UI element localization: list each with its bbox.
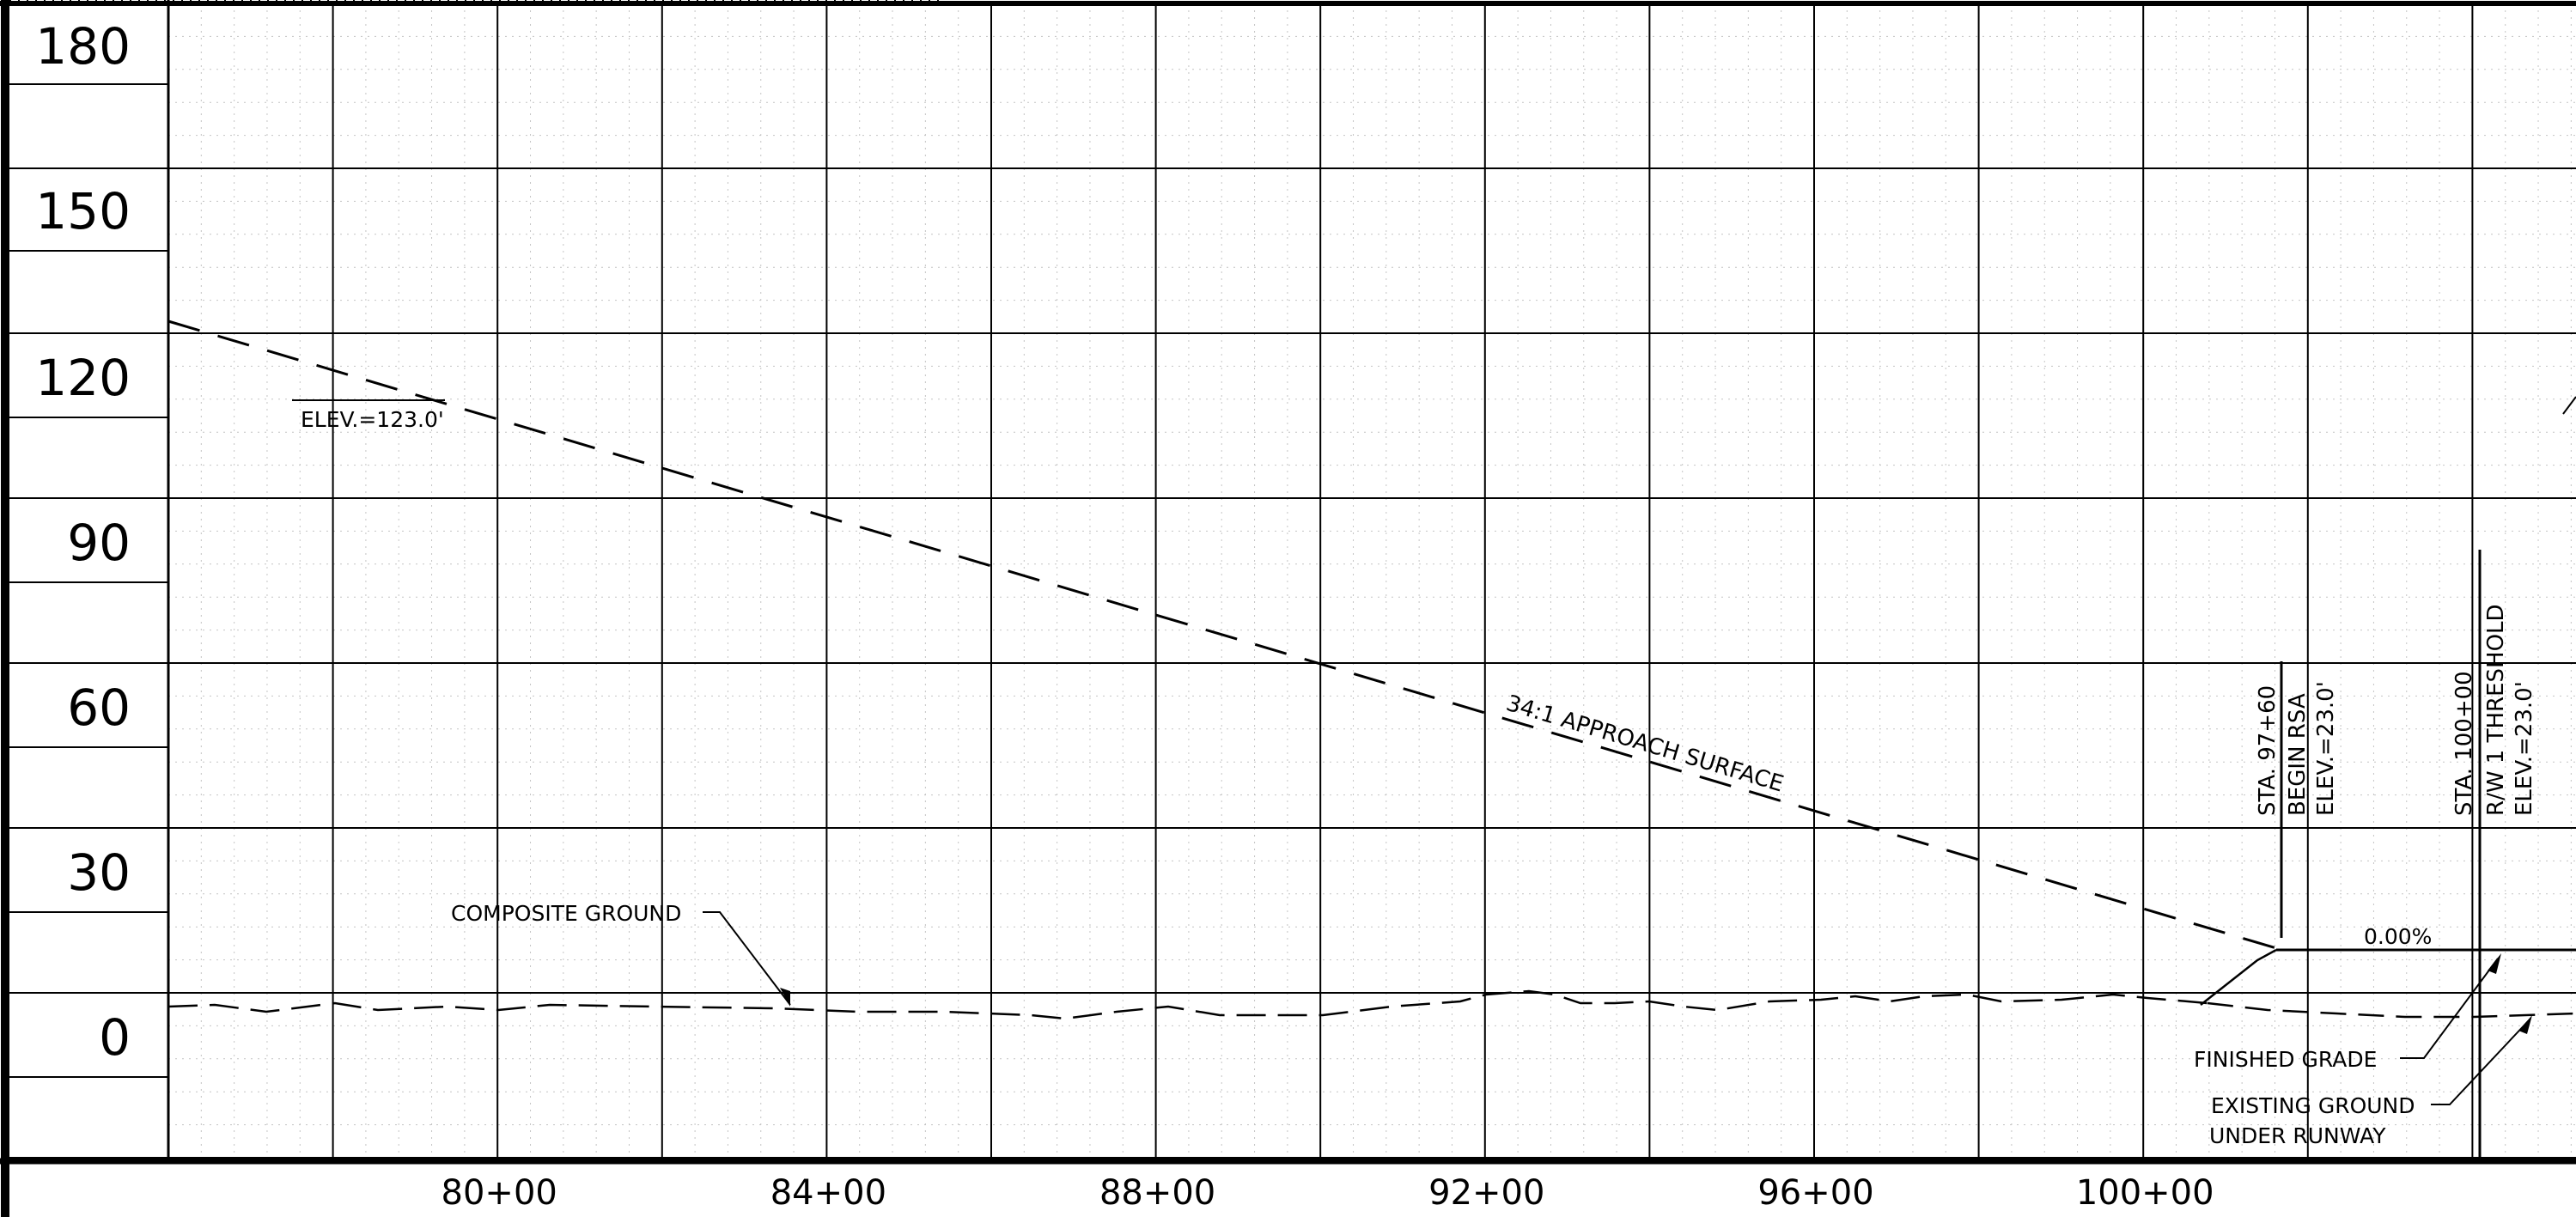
elevation-label: 90 [67, 514, 131, 572]
elev-top-label: ELEV.=123.0' [301, 407, 444, 432]
rsa-station-label: STA. 97+60 [2255, 685, 2281, 816]
finished-grade-label: FINISHED GRADE [2194, 1047, 2377, 1072]
finished-grade-leader [2400, 958, 2499, 1059]
rsa-elev-label: ELEV.=23.0' [2313, 681, 2339, 816]
major-grid [5, 3, 2576, 1161]
existing-ground-label-2: UNDER RUNWAY [2209, 1123, 2386, 1148]
threshold-rw-label: R/W 1 THRESHOLD [2483, 604, 2509, 816]
existing-ground-arrow [2518, 1015, 2532, 1034]
station-label: 96+00 [1757, 1173, 1873, 1213]
station-axis: 80+00 84+00 88+00 92+00 96+00 100+00 [442, 1173, 2214, 1213]
station-label: 88+00 [1099, 1173, 1215, 1213]
finished-grade-line [2200, 948, 2277, 1006]
approach-surface-line [167, 319, 2277, 950]
elevation-label: 150 [35, 182, 131, 240]
existing-ground-label-1: EXISTING GROUND [2211, 1093, 2415, 1118]
station-label: 100+00 [2076, 1173, 2214, 1213]
approach-surface-label: 34:1 APPROACH SURFACE [1503, 691, 1787, 798]
station-label: 84+00 [770, 1173, 886, 1213]
threshold-station-label: STA. 100+00 [2451, 671, 2477, 816]
composite-ground-label: COMPOSITE GROUND [451, 901, 681, 926]
elevation-label: 30 [67, 843, 131, 902]
rsa-begin-label: BEGIN RSA [2285, 693, 2311, 816]
finished-grade-arrow [2488, 953, 2501, 974]
edge-partial-mark [2562, 396, 2576, 415]
composite-ground-arrow [780, 988, 790, 1007]
elevation-label: 60 [67, 678, 131, 737]
existing-ground-line [2207, 1001, 2576, 1019]
threshold-elev-label: ELEV.=23.0' [2512, 681, 2537, 816]
elevation-label: 0 [99, 1008, 131, 1067]
existing-ground-leader [2431, 1018, 2531, 1105]
station-label: 92+00 [1428, 1173, 1544, 1213]
grade-percent-label: 0.00% [2364, 924, 2432, 949]
station-label: 80+00 [442, 1173, 557, 1213]
elevation-label: 180 [35, 17, 131, 76]
composite-ground-line [167, 989, 2208, 1020]
composite-ground-leader [703, 911, 791, 1006]
elevation-axis: 180 150 120 90 60 30 0 [5, 17, 168, 1078]
elevation-label: 120 [35, 349, 131, 407]
top-tick-marks [9, 0, 939, 3]
minor-grid [167, 3, 2576, 1161]
